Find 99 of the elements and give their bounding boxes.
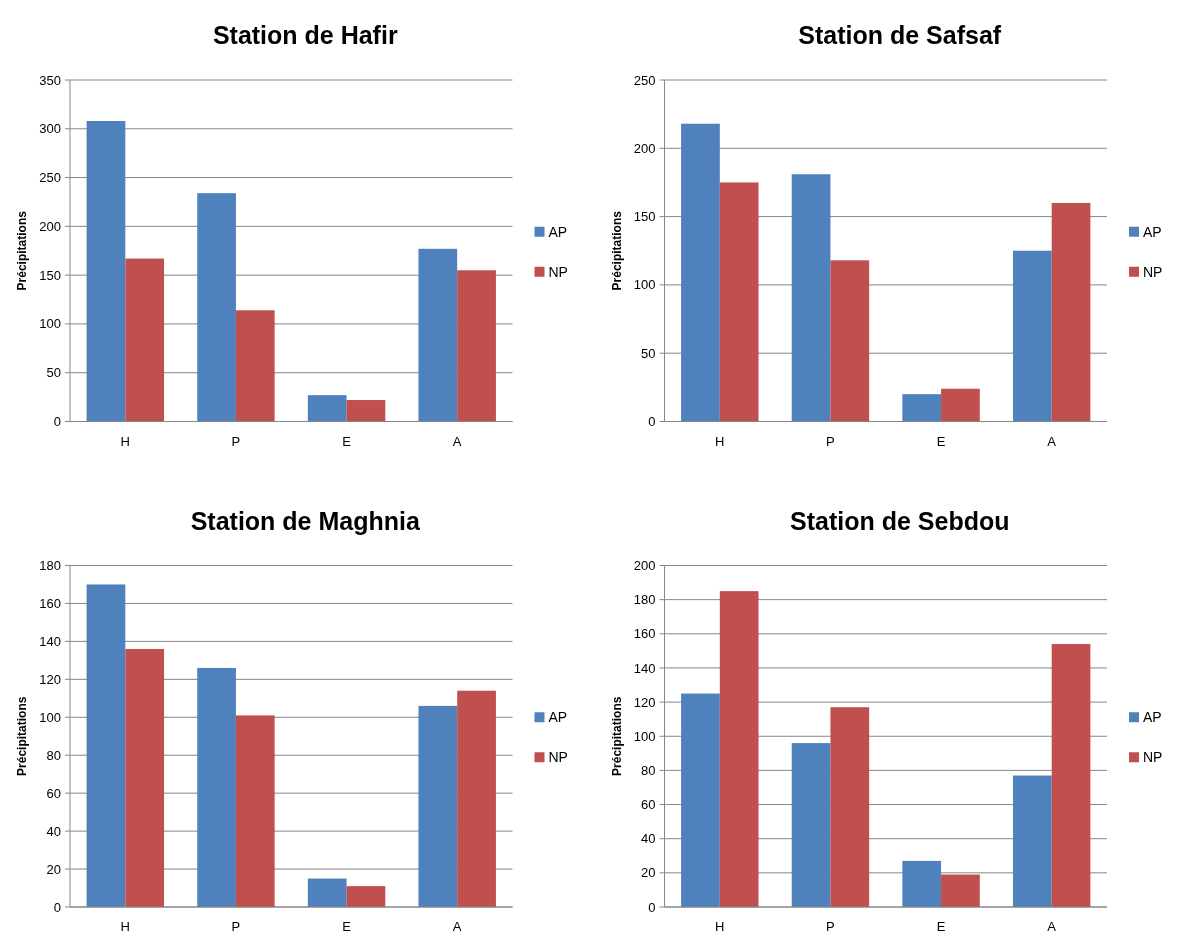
x-tick-label: E <box>936 919 946 934</box>
x-tick-label: H <box>715 433 725 449</box>
legend-label: NP <box>548 263 568 280</box>
bar <box>1051 202 1091 422</box>
y-tick-label: 350 <box>39 72 61 88</box>
legend-label: AP <box>1143 709 1162 726</box>
bar <box>307 395 347 422</box>
bar <box>346 886 386 907</box>
bar <box>418 705 458 907</box>
y-tick-label: 300 <box>39 121 61 137</box>
x-tick-label: E <box>342 919 352 934</box>
y-tick-label: 20 <box>641 865 656 881</box>
x-tick-label: E <box>936 433 946 449</box>
y-tick-label: 50 <box>641 345 656 361</box>
bar <box>346 400 386 422</box>
x-tick-label: A <box>1047 433 1057 449</box>
bar <box>235 715 275 907</box>
y-tick-label: 100 <box>633 728 656 744</box>
y-axis-title: Précipitations <box>15 210 29 291</box>
y-tick-label: 50 <box>46 365 61 381</box>
bar <box>941 874 980 907</box>
bar <box>1051 644 1091 907</box>
legend-label: NP <box>1143 749 1163 766</box>
y-tick-label: 140 <box>39 633 61 649</box>
y-tick-label: 20 <box>46 861 61 877</box>
y-tick-label: 140 <box>633 660 656 676</box>
bar <box>197 193 236 422</box>
chart-title: Station de Sebdou <box>790 506 1010 535</box>
y-tick-label: 120 <box>633 694 656 710</box>
y-tick-label: 60 <box>641 797 656 813</box>
x-tick-label: E <box>342 433 352 449</box>
bar <box>86 120 126 422</box>
x-tick-label: H <box>120 433 131 449</box>
chart-title: Station de Safsaf <box>798 21 1002 49</box>
y-tick-label: 0 <box>53 414 61 430</box>
bar <box>1012 775 1052 907</box>
bar <box>719 182 759 422</box>
bar <box>791 174 831 422</box>
y-axis-title: Précipitations <box>609 696 624 776</box>
legend-label: AP <box>548 223 568 240</box>
y-tick-label: 250 <box>39 170 61 186</box>
y-tick-label: 100 <box>39 316 61 332</box>
bar <box>681 693 720 907</box>
legend-label: AP <box>548 709 568 726</box>
chart-title: Station de Hafir <box>212 21 398 49</box>
y-tick-label: 0 <box>648 899 656 915</box>
y-tick-label: 100 <box>633 277 656 293</box>
y-tick-label: 0 <box>648 414 656 430</box>
x-tick-label: P <box>826 433 835 449</box>
x-tick-label: P <box>231 433 241 449</box>
x-tick-label: P <box>231 919 241 934</box>
x-tick-label: P <box>826 919 835 934</box>
y-tick-label: 200 <box>633 558 656 574</box>
bar <box>902 394 942 422</box>
y-tick-label: 180 <box>633 592 656 608</box>
y-tick-label: 100 <box>39 709 61 725</box>
y-tick-label: 160 <box>633 626 656 642</box>
y-tick-label: 40 <box>46 823 61 839</box>
y-axis-title: Précipitations <box>609 210 624 291</box>
x-tick-label: H <box>120 919 131 934</box>
bar <box>830 260 870 422</box>
y-tick-label: 150 <box>39 267 61 283</box>
y-axis-title: Précipitations <box>15 696 29 776</box>
bar <box>719 591 759 907</box>
x-tick-label: A <box>1047 919 1057 934</box>
bar <box>791 743 831 907</box>
bar <box>1012 250 1052 422</box>
bar <box>86 584 126 907</box>
y-tick-label: 180 <box>39 558 61 574</box>
y-tick-label: 250 <box>633 72 656 88</box>
x-tick-label: H <box>715 919 725 934</box>
x-tick-label: A <box>452 433 462 449</box>
y-tick-label: 120 <box>39 671 61 687</box>
bar <box>902 860 942 907</box>
chart-title: Station de Maghnia <box>190 506 421 535</box>
bar <box>307 878 347 907</box>
y-tick-label: 80 <box>641 762 656 778</box>
bar <box>197 667 236 907</box>
y-tick-label: 80 <box>46 747 61 763</box>
bar <box>125 258 165 422</box>
y-tick-label: 40 <box>641 831 656 847</box>
y-tick-label: 0 <box>53 899 61 915</box>
y-tick-label: 150 <box>633 209 656 225</box>
y-tick-label: 60 <box>46 785 61 801</box>
y-tick-label: 200 <box>633 140 656 156</box>
legend-label: AP <box>1143 223 1162 240</box>
y-tick-label: 160 <box>39 595 61 611</box>
bar <box>830 707 870 907</box>
bar <box>457 270 496 422</box>
y-tick-label: 200 <box>39 218 61 234</box>
legend-label: NP <box>1143 263 1163 280</box>
bar <box>457 690 496 907</box>
legend-label: NP <box>548 749 568 766</box>
bar <box>418 248 458 422</box>
bar <box>681 123 720 422</box>
x-tick-label: A <box>452 919 462 934</box>
bar <box>235 310 275 422</box>
bar <box>125 648 165 907</box>
bar <box>941 388 980 422</box>
